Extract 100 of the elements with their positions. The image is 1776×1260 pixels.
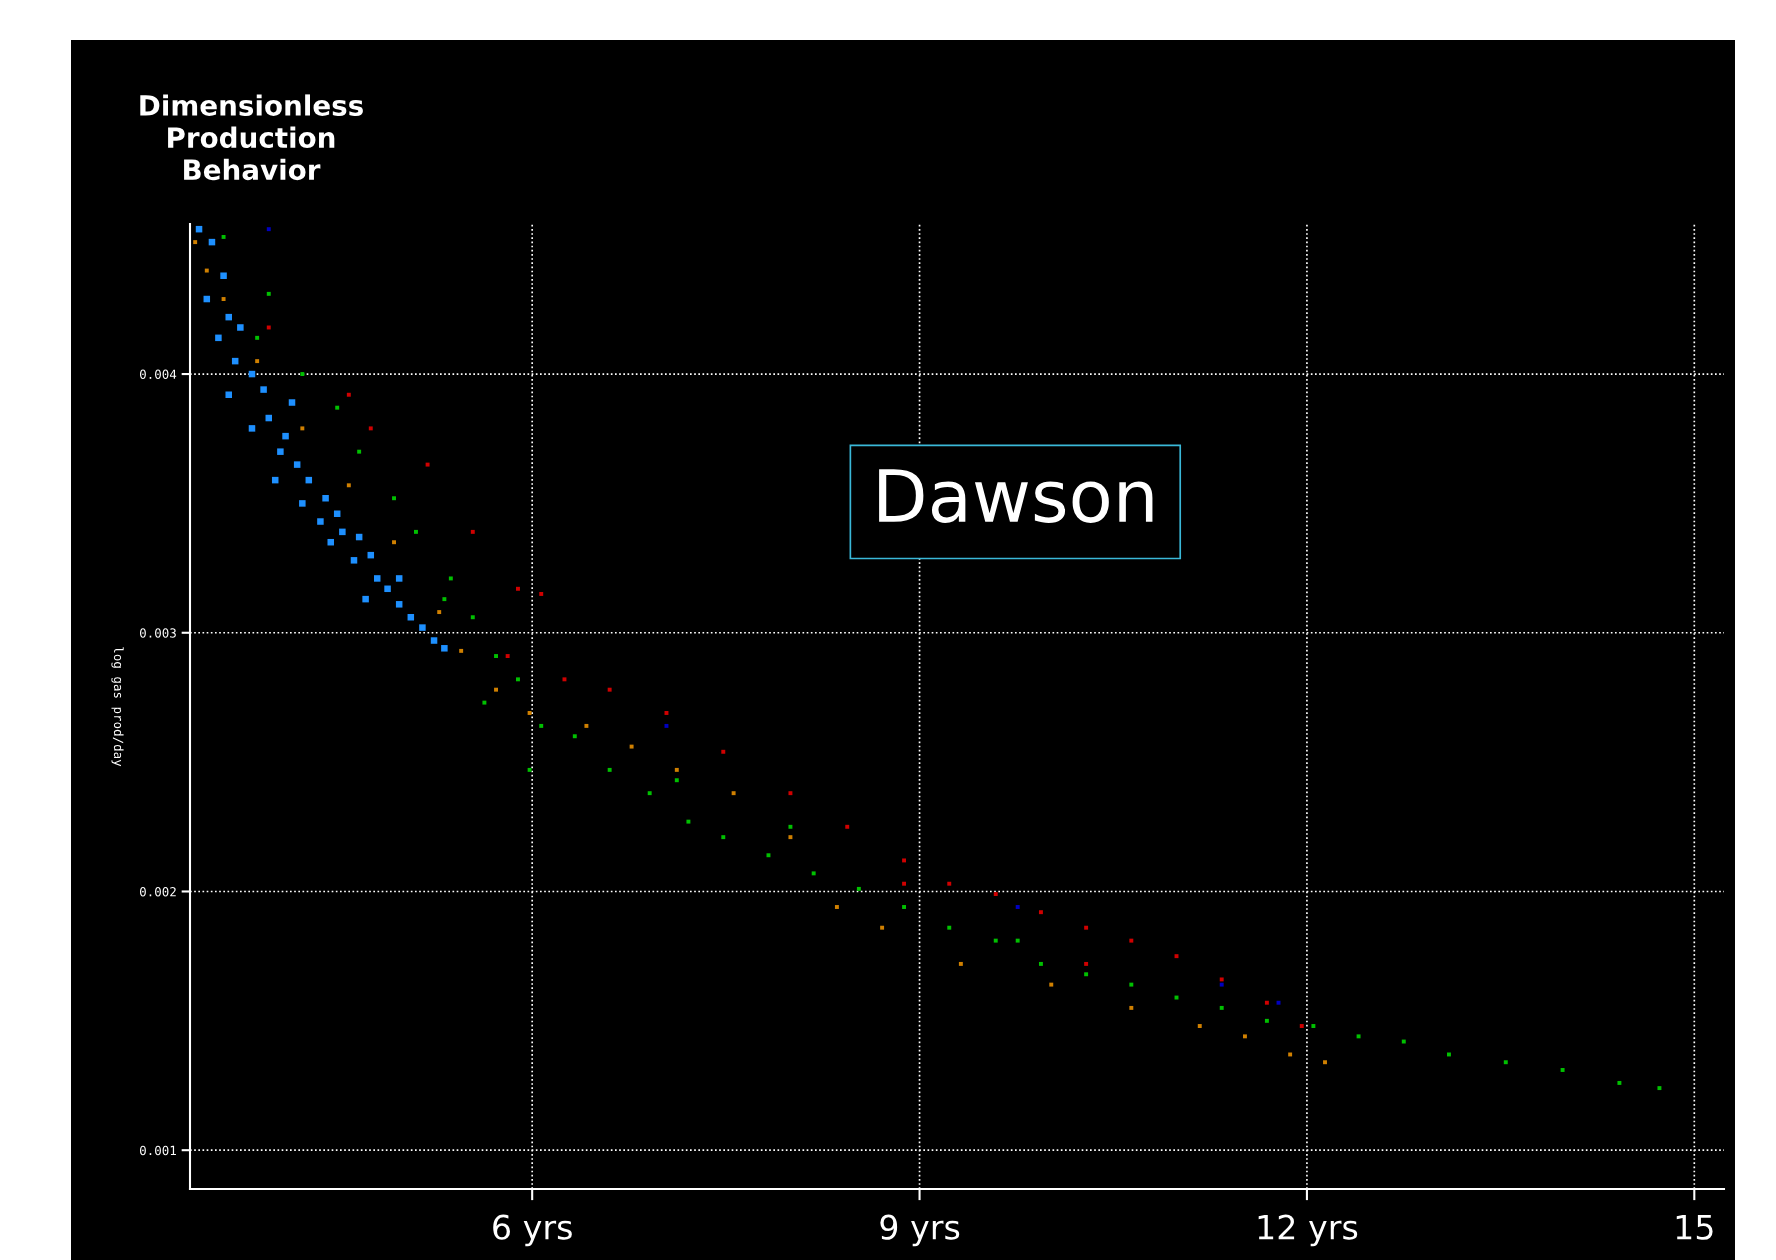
point [448, 576, 453, 581]
point [299, 500, 306, 507]
point [674, 767, 679, 772]
point [721, 835, 726, 840]
point [237, 324, 244, 331]
point [221, 297, 226, 301]
point [686, 819, 691, 824]
point [607, 767, 612, 772]
point [811, 871, 816, 876]
point [629, 744, 634, 749]
point [562, 677, 567, 682]
point [459, 648, 464, 653]
point [425, 462, 430, 467]
y-tick-label: 0.003 [139, 628, 176, 638]
point [958, 961, 963, 966]
point [221, 234, 226, 239]
point [516, 586, 520, 591]
point [539, 723, 544, 728]
point [721, 749, 726, 754]
point [993, 892, 998, 897]
point [527, 767, 532, 772]
point [1129, 982, 1134, 987]
point [407, 613, 415, 621]
point [788, 824, 793, 829]
point [1299, 1024, 1304, 1028]
x-tick-label: 12 yrs [1258, 1214, 1358, 1247]
point [293, 461, 301, 468]
y-tick-label: 0.004 [139, 369, 177, 380]
point [373, 575, 381, 582]
point [368, 426, 373, 431]
point [225, 313, 232, 321]
point [1311, 1024, 1316, 1028]
point [1356, 1034, 1361, 1039]
point [470, 529, 475, 534]
point [647, 791, 652, 796]
y-tick-label: 0.002 [139, 886, 176, 897]
point [731, 791, 736, 796]
point [346, 483, 351, 488]
annotation: Dawson [879, 469, 1153, 523]
point [248, 425, 256, 432]
point [395, 575, 403, 582]
point [346, 392, 351, 397]
point [430, 637, 438, 644]
point [419, 624, 426, 631]
point [674, 778, 679, 783]
point [1015, 938, 1020, 943]
point [204, 268, 209, 273]
point [327, 538, 334, 546]
point [1219, 982, 1224, 987]
point [516, 677, 520, 682]
point [414, 529, 418, 534]
point [902, 881, 907, 886]
point [902, 858, 907, 863]
point [1560, 1068, 1565, 1072]
point [1129, 938, 1134, 943]
point [482, 700, 487, 705]
point [1219, 977, 1224, 982]
point [1038, 961, 1043, 966]
point [1038, 910, 1043, 915]
x-tick-label: 6 yrs [493, 1214, 572, 1247]
point [1323, 1060, 1327, 1065]
point [572, 734, 577, 739]
point [362, 595, 369, 603]
point [255, 359, 260, 364]
point [392, 540, 396, 545]
point [947, 925, 952, 930]
point [1264, 1000, 1269, 1005]
point [322, 494, 329, 502]
point [384, 585, 391, 593]
point [1617, 1080, 1622, 1085]
point [282, 432, 289, 440]
point [220, 272, 227, 279]
point [845, 824, 850, 829]
point [437, 610, 442, 615]
point [215, 334, 222, 342]
point [856, 886, 861, 891]
point [1503, 1060, 1508, 1065]
point [505, 654, 510, 659]
point [788, 791, 793, 796]
point [339, 528, 346, 536]
point [392, 496, 396, 501]
point [902, 905, 907, 909]
point [1242, 1034, 1247, 1039]
point [350, 557, 358, 564]
point [335, 405, 340, 410]
point [395, 601, 403, 608]
point [1015, 905, 1020, 909]
point [1049, 982, 1054, 987]
point [357, 449, 362, 454]
point [260, 386, 267, 393]
point [1084, 925, 1089, 930]
point [266, 291, 271, 296]
point [788, 835, 793, 840]
point [470, 615, 475, 620]
point [494, 687, 498, 692]
x-tick-label: 15 [1676, 1215, 1713, 1240]
point [880, 925, 885, 930]
point [266, 227, 271, 232]
point [255, 335, 260, 340]
point [1197, 1024, 1202, 1028]
